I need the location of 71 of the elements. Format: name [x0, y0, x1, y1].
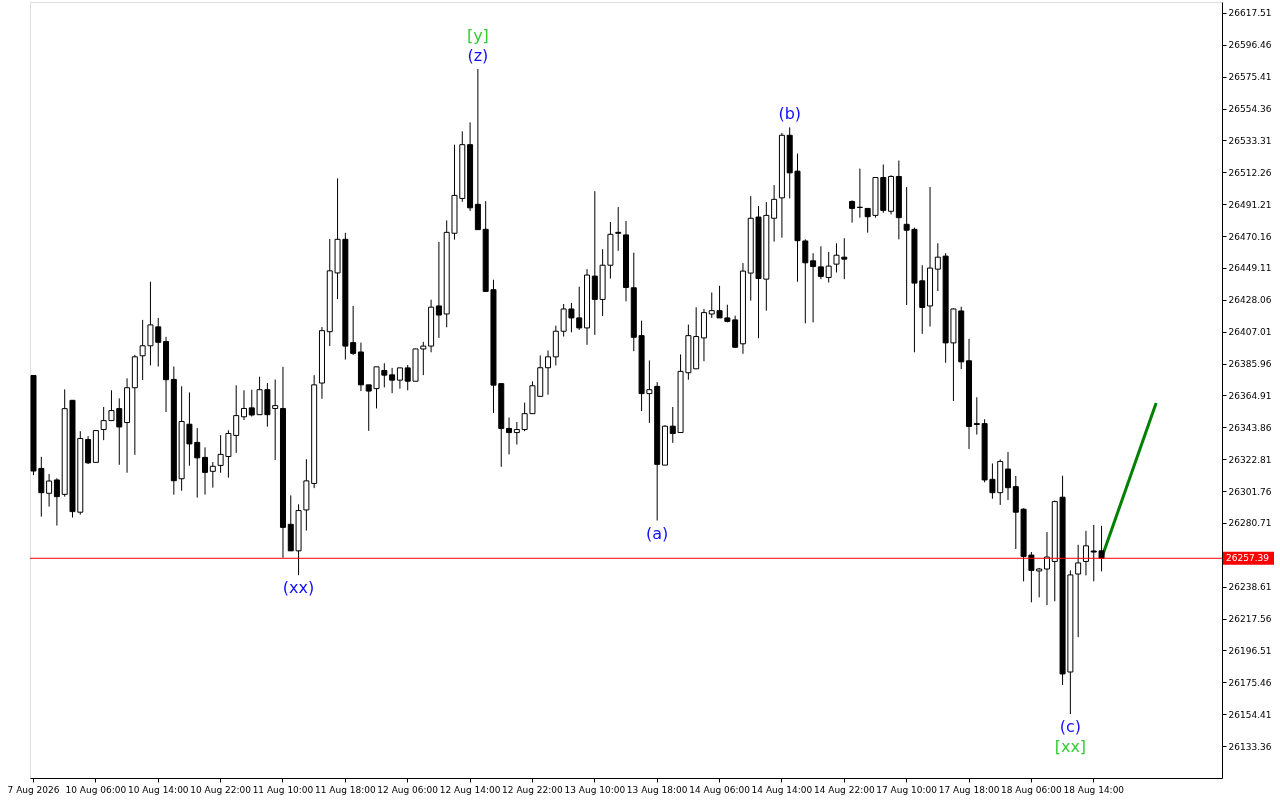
- candlestick: [350, 305, 357, 356]
- y-tick-label: 26512.26: [1228, 167, 1272, 178]
- candlestick: [46, 473, 53, 508]
- candlestick: [389, 367, 396, 394]
- candlestick: [1005, 451, 1011, 501]
- candlestick: [435, 241, 442, 339]
- y-tick-label: 26280.71: [1228, 518, 1272, 529]
- candlestick: [53, 477, 60, 527]
- y-tick-label: 26196.51: [1228, 645, 1272, 656]
- candlestick: [849, 199, 856, 224]
- y-tick-label: 26322.81: [1228, 454, 1272, 465]
- y-tick-label: 26343.86: [1228, 422, 1272, 433]
- x-tick-label: 18 Aug 06:00: [1001, 784, 1062, 795]
- candlestick: [810, 252, 817, 323]
- annotation: (a): [646, 523, 669, 543]
- annotation: (xx): [282, 578, 315, 598]
- y-tick-label: 26533.31: [1228, 135, 1272, 146]
- x-tick-label: 7 Aug 2026: [7, 784, 60, 795]
- candlestick: [202, 446, 209, 496]
- y-tick-label: 26238.61: [1228, 582, 1272, 593]
- y-tick-label: 26428.06: [1228, 295, 1272, 306]
- candlestick: [506, 417, 513, 455]
- annotation: (z): [467, 45, 489, 65]
- x-tick-label: 12 Aug 06:00: [377, 784, 439, 795]
- x-tick-label: 11 Aug 10:00: [252, 784, 314, 795]
- x-tick-label: 13 Aug 10:00: [564, 784, 626, 795]
- y-tick-label: 26554.36: [1228, 104, 1272, 115]
- x-tick-label: 12 Aug 22:00: [502, 784, 564, 795]
- y-tick-label: 26617.51: [1228, 8, 1272, 19]
- y-tick-label: 26491.21: [1228, 199, 1272, 210]
- x-tick-label: 14 Aug 14:00: [751, 784, 813, 795]
- candlestick: [771, 184, 778, 243]
- annotation: [xx]: [1054, 737, 1087, 757]
- x-tick-label: 14 Aug 22:00: [813, 784, 875, 795]
- x-tick-label: 17 Aug 10:00: [876, 784, 938, 795]
- y-tick-label: 26596.46: [1228, 40, 1272, 51]
- x-tick-label: 10 Aug 14:00: [127, 784, 189, 795]
- annotation: [y]: [466, 25, 489, 45]
- x-tick-label: 17 Aug 18:00: [938, 784, 1000, 795]
- y-tick-label: 26407.01: [1228, 327, 1272, 338]
- candlestick: [209, 461, 216, 489]
- y-tick-label: 26575.41: [1228, 72, 1272, 83]
- x-tick-label: 10 Aug 06:00: [65, 784, 127, 795]
- annotation: (b): [778, 104, 802, 124]
- y-tick-label: 26217.56: [1228, 614, 1272, 625]
- ref-line-label: 26257.39: [1226, 553, 1270, 564]
- y-tick-label: 26470.16: [1228, 231, 1272, 242]
- candlestick: [825, 251, 832, 283]
- y-tick-label: 26385.96: [1228, 359, 1272, 370]
- candlestick: [1082, 530, 1089, 576]
- candlestick: [396, 367, 403, 390]
- y-tick-label: 26301.76: [1228, 486, 1272, 497]
- annotation: (c): [1059, 717, 1082, 737]
- candlestick: [1043, 531, 1050, 606]
- x-tick-label: 14 Aug 06:00: [689, 784, 751, 795]
- y-tick-label: 26175.46: [1228, 677, 1272, 688]
- candlestick: [615, 206, 622, 252]
- x-tick-label: 13 Aug 18:00: [626, 784, 688, 795]
- x-tick-label: 12 Aug 14:00: [439, 784, 501, 795]
- x-tick-label: 11 Aug 18:00: [315, 784, 376, 795]
- y-tick-label: 26364.91: [1228, 390, 1272, 401]
- candlestick: [817, 245, 824, 280]
- y-tick-label: 26154.41: [1228, 709, 1272, 720]
- y-tick-label: 26449.11: [1228, 263, 1272, 274]
- x-tick-label: 18 Aug 14:00: [1063, 784, 1125, 795]
- candlestick: [545, 349, 552, 396]
- candlestick: [513, 421, 520, 446]
- y-tick-label: 26133.36: [1228, 741, 1272, 752]
- x-tick-label: 10 Aug 22:00: [190, 784, 252, 795]
- candlestick: [85, 435, 92, 465]
- candlestick: [241, 389, 247, 421]
